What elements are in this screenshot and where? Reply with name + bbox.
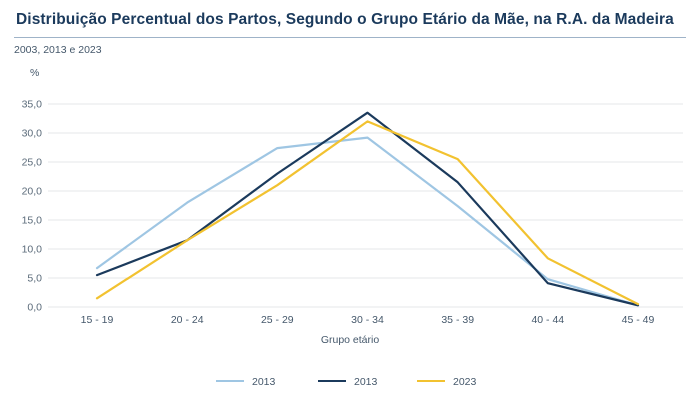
svg-text:15 - 19: 15 - 19 [81, 314, 114, 326]
svg-text:20 - 24: 20 - 24 [171, 314, 204, 326]
svg-text:0,0: 0,0 [27, 302, 42, 314]
svg-text:45 - 49: 45 - 49 [622, 314, 655, 326]
svg-text:15,0: 15,0 [22, 215, 43, 227]
svg-text:25 - 29: 25 - 29 [261, 314, 294, 326]
svg-text:35,0: 35,0 [22, 99, 43, 111]
svg-text:25,0: 25,0 [22, 157, 43, 169]
svg-text:30 - 34: 30 - 34 [351, 314, 384, 326]
svg-text:40 - 44: 40 - 44 [531, 314, 564, 326]
svg-text:30,0: 30,0 [22, 128, 43, 140]
svg-text:10,0: 10,0 [22, 244, 43, 256]
svg-text:35 - 39: 35 - 39 [441, 314, 474, 326]
svg-text:20,0: 20,0 [22, 186, 43, 198]
svg-text:5,0: 5,0 [27, 273, 42, 285]
